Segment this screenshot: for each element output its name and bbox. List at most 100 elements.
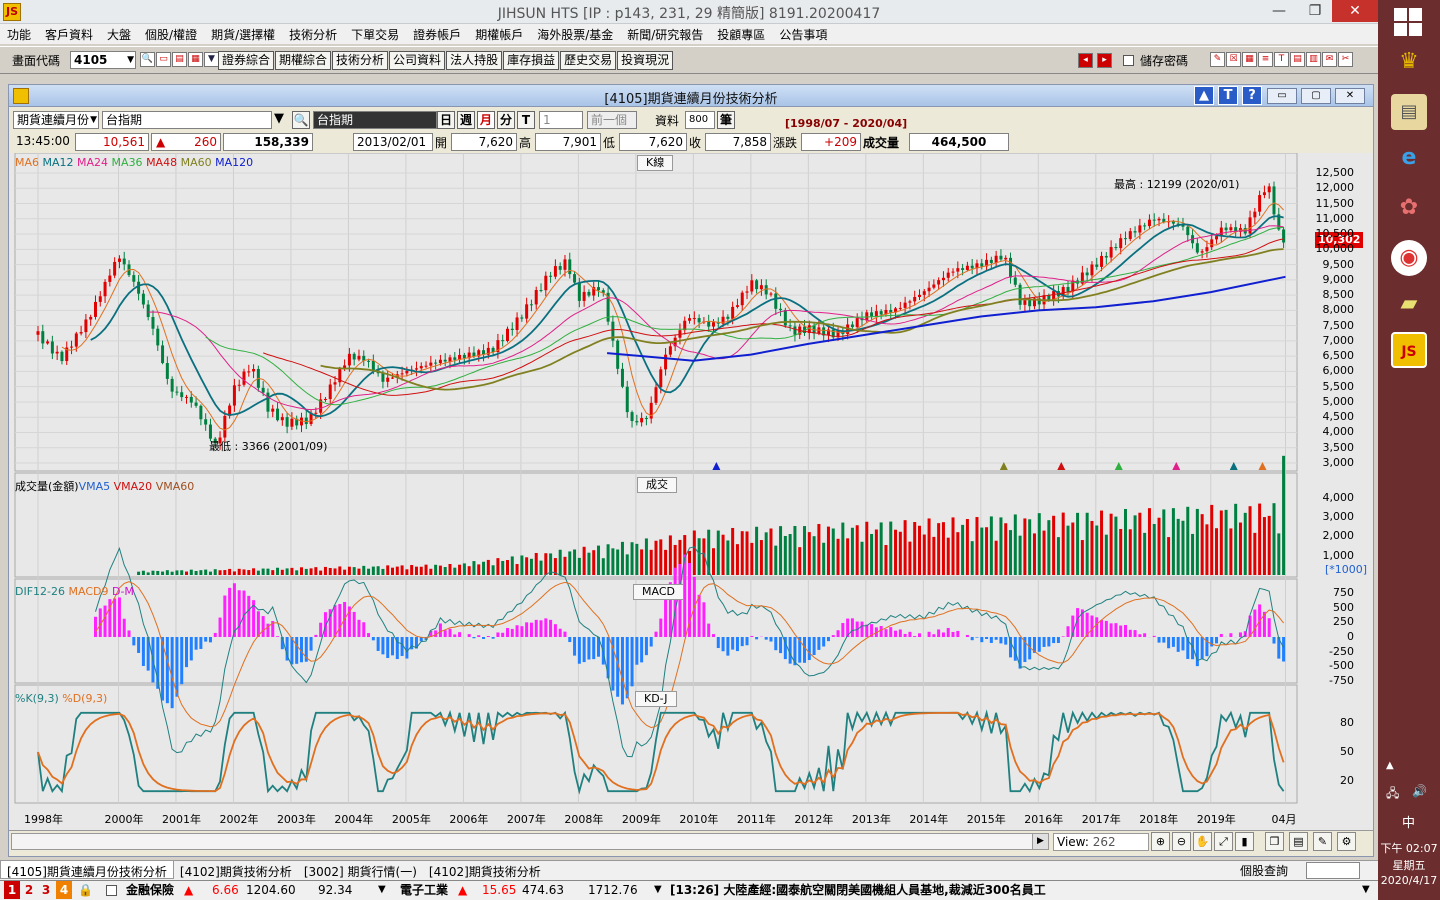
menu-futures[interactable]: 期貨/選擇權 <box>211 28 276 42</box>
tab-4105[interactable]: [4105]期貨連續月份技術分析 <box>0 861 174 879</box>
ie-browser-icon[interactable]: e <box>1401 145 1417 170</box>
menu-market[interactable]: 大盤 <box>107 28 132 42</box>
chrome-icon[interactable]: ◉ <box>1391 240 1427 276</box>
tab-4102-b[interactable]: [4102]期貨技術分析 <box>428 865 541 879</box>
btn-technical[interactable]: 技術分析 <box>332 51 389 70</box>
search-icon[interactable]: 🔍 <box>140 52 155 67</box>
dropdown-icon[interactable]: ▼ <box>204 52 219 67</box>
paint-icon[interactable]: ✿ <box>1399 195 1419 220</box>
minimize-button[interactable]: — <box>1272 3 1286 19</box>
ime-indicator[interactable]: 中 <box>1402 816 1416 831</box>
zoom-out-icon[interactable]: ⊖ <box>1172 832 1191 851</box>
draw-icon[interactable]: ✎ <box>1313 832 1332 851</box>
explorer-icon[interactable]: ▤ <box>1391 94 1427 130</box>
btn-investment[interactable]: 投資現況 <box>617 51 674 70</box>
btn-company[interactable]: 公司資料 <box>389 51 446 70</box>
t-icon[interactable]: T <box>1218 86 1238 105</box>
news-ticker[interactable]: [13:26] 大陸產經:國泰航空關閉美國機組人員基地,裁減近300名員工 <box>670 883 1046 897</box>
save-password-checkbox[interactable] <box>1123 55 1134 66</box>
tray-up-icon[interactable]: ▲ <box>1386 760 1394 771</box>
menu-futures-account[interactable]: 期權帳戶 <box>475 28 524 42</box>
interval-select[interactable]: 1 <box>539 111 583 129</box>
chart-svg[interactable] <box>9 153 1373 833</box>
chart-icon[interactable]: ▥ <box>1306 52 1321 67</box>
btn-securities[interactable]: 證券綜合 <box>218 51 275 70</box>
pen-icon[interactable]: ✎ <box>1210 52 1225 67</box>
menu-stocks[interactable]: 個股/權證 <box>145 28 198 42</box>
menu-function[interactable]: 功能 <box>7 28 32 42</box>
settings-icon[interactable]: ⚙ <box>1337 832 1356 851</box>
btn-institutional[interactable]: 法人持股 <box>446 51 503 70</box>
window-icon[interactable]: ▭ <box>156 52 171 67</box>
data-count-input[interactable]: 800 <box>685 111 715 129</box>
prev-button[interactable]: 前一個 <box>587 111 637 129</box>
symbol-dropdown-icon[interactable]: ▼ <box>274 111 284 126</box>
table-view-icon[interactable]: ▤ <box>1289 832 1308 851</box>
menu-technical[interactable]: 技術分析 <box>289 28 338 42</box>
tab-4102-a[interactable]: [4102]期貨技術分析 <box>179 865 292 879</box>
list-icon[interactable]: ≡ <box>1258 52 1273 67</box>
scroll-right-icon[interactable]: ▶ <box>1032 834 1048 849</box>
screen-2[interactable]: 2 <box>24 883 34 897</box>
screen-1[interactable]: 1 <box>4 881 20 899</box>
prev-arrow-icon[interactable]: ◂ <box>1078 53 1093 68</box>
copy-icon[interactable]: ❐ <box>1265 832 1284 851</box>
screen-4[interactable]: 4 <box>56 881 72 899</box>
next-arrow-icon[interactable]: ▸ <box>1097 53 1112 68</box>
pan-icon[interactable]: ✋ <box>1193 832 1212 851</box>
fit-icon[interactable]: ⤢ <box>1214 832 1233 851</box>
print-icon[interactable]: ▤ <box>172 52 187 67</box>
restore-button[interactable]: ❐ <box>1308 3 1322 19</box>
horizontal-scrollbar[interactable]: ▶ <box>11 833 1049 850</box>
sector2-dropdown-icon[interactable]: ▼ <box>654 884 662 895</box>
status-checkbox[interactable] <box>106 885 117 896</box>
menu-customer[interactable]: 客戶資料 <box>45 28 94 42</box>
lock-icon[interactable]: 🔒 <box>78 883 93 897</box>
marker-icon[interactable]: ▮ <box>1235 832 1254 851</box>
clock-time[interactable]: 下午 02:07 <box>1380 842 1438 855</box>
period-month[interactable]: 月 <box>477 111 495 129</box>
menu-news[interactable]: 新聞/研究報告 <box>627 28 704 42</box>
chart-minimize-button[interactable]: ▭ <box>1267 88 1297 104</box>
windows-start-icon[interactable] <box>1394 8 1424 38</box>
period-minute[interactable]: 分 <box>497 111 515 129</box>
help-icon[interactable]: ? <box>1242 86 1262 105</box>
period-day[interactable]: 日 <box>437 111 455 129</box>
menu-announcements[interactable]: 公告事項 <box>779 28 828 42</box>
note-icon[interactable]: ✉ <box>1322 52 1337 67</box>
zoom-in-icon[interactable]: ⊕ <box>1151 832 1170 851</box>
stock-query-input[interactable] <box>1306 862 1360 879</box>
jihsun-app-icon[interactable]: JS <box>1391 332 1427 368</box>
btn-inventory[interactable]: 庫存損益 <box>503 51 560 70</box>
chart-close-button[interactable]: ✕ <box>1335 88 1365 104</box>
text-icon[interactable]: T <box>1274 52 1289 67</box>
period-tick[interactable]: T <box>517 111 535 129</box>
contract-select[interactable]: 期貨連續月份 ▼ <box>13 111 99 129</box>
search-icon[interactable]: 🔍 <box>292 111 310 129</box>
close-button[interactable]: ✕ <box>1332 0 1378 22</box>
chart-plot-area[interactable]: MA6 MA12 MA24 MA36 MA48 MA60 MA120 K線 最高… <box>9 153 1373 833</box>
network-icon[interactable]: 🖧 <box>1386 786 1400 800</box>
volume-icon[interactable]: 🔊 <box>1412 784 1427 798</box>
sticky-notes-icon[interactable]: ▰ <box>1400 291 1418 316</box>
btn-history[interactable]: 歷史交易 <box>560 51 617 70</box>
menu-securities-account[interactable]: 證券帳戶 <box>413 28 462 42</box>
tools-icon[interactable]: ✂ <box>1338 52 1353 67</box>
sector1-dropdown-icon[interactable]: ▼ <box>378 884 386 895</box>
layout-icon[interactable]: ▦ <box>188 52 203 67</box>
menu-advisory[interactable]: 投顧專區 <box>717 28 766 42</box>
box-icon[interactable]: ☒ <box>1226 52 1241 67</box>
crown-app-icon[interactable]: ♛ <box>1399 49 1419 74</box>
news-dropdown-icon[interactable]: ▼ <box>1362 884 1370 895</box>
menu-overseas[interactable]: 海外股票/基金 <box>537 28 614 42</box>
btn-futures-options[interactable]: 期權綜合 <box>275 51 332 70</box>
up-icon[interactable]: ▲ <box>1194 86 1214 105</box>
symbol-select[interactable]: 台指期 <box>102 111 272 129</box>
table-icon[interactable]: ▤ <box>1290 52 1305 67</box>
screen-3[interactable]: 3 <box>41 883 51 897</box>
chart-restore-button[interactable]: ▢ <box>1301 88 1331 104</box>
code-input[interactable]: 4105 ▼ <box>70 51 136 69</box>
period-week[interactable]: 週 <box>457 111 475 129</box>
tab-3002[interactable]: [3002] 期貨行情(一) <box>303 865 417 879</box>
grid-icon[interactable]: ▦ <box>1242 52 1257 67</box>
